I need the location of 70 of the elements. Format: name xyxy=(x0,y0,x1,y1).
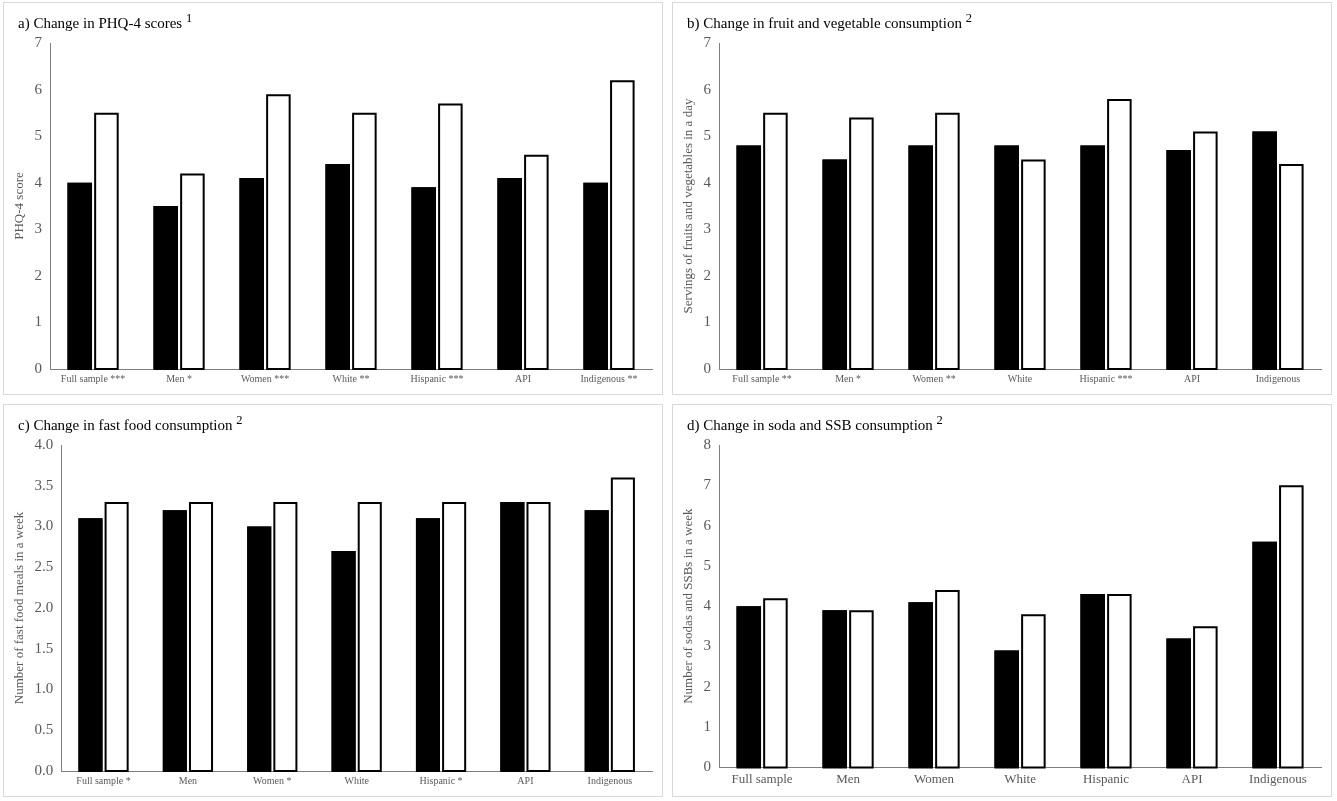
x-tick-label: Men xyxy=(178,774,198,786)
x-tick-label: Hispanic *** xyxy=(410,372,464,384)
x-tick-label: Women xyxy=(914,770,955,786)
x-tick-label: Men * xyxy=(835,372,861,384)
y-tick-label: 1 xyxy=(703,313,712,330)
x-tick-label: Hispanic * xyxy=(419,774,463,786)
y-tick-label: 0 xyxy=(703,758,712,775)
x-tick-label: Hispanic xyxy=(1082,770,1130,786)
y-tick-label: 3 xyxy=(703,220,712,237)
y-tick-label: 3.5 xyxy=(34,476,54,493)
chart-title: d) Change in soda and SSB consumption $^{2}$ xyxy=(687,413,943,434)
y-tick-label: 0 xyxy=(34,359,43,376)
y-tick-label: 5 xyxy=(703,127,712,144)
y-tick-label: 1.0 xyxy=(34,680,54,697)
y-tick-label: 6 xyxy=(34,80,43,97)
y-axis-title: Number of sodas and SSBs in a week xyxy=(680,508,696,704)
y-tick-label: 6 xyxy=(703,80,712,97)
x-tick-label: Men * xyxy=(166,372,192,384)
y-tick-label: 5 xyxy=(703,556,712,573)
y-tick-label: 3 xyxy=(703,637,712,654)
y-tick-label: 5 xyxy=(34,127,43,144)
x-tick-label: API xyxy=(1183,372,1201,384)
y-tick-label: 0.5 xyxy=(34,721,54,738)
x-tick-label: Full sample xyxy=(731,770,793,786)
y-tick-label: 6 xyxy=(703,516,712,533)
y-tick-label: 1.5 xyxy=(34,639,54,656)
y-tick-label: 3 xyxy=(34,220,43,237)
y-tick-label: 0.0 xyxy=(34,761,54,778)
y-tick-label: 7 xyxy=(34,33,43,50)
x-tick-label: Indigenous xyxy=(1255,372,1301,384)
x-tick-label: API xyxy=(1181,770,1203,786)
x-tick-label: Full sample ** xyxy=(732,372,792,384)
y-tick-label: 2 xyxy=(703,266,712,283)
x-tick-label: Men xyxy=(836,770,861,786)
x-tick-label: Indigenous xyxy=(1249,770,1307,786)
y-tick-label: 8 xyxy=(703,435,712,452)
x-tick-label: White xyxy=(1004,770,1037,786)
chart-title: a) Change in PHQ-4 scores $^{1}$ xyxy=(18,11,193,32)
x-tick-label: Indigenous xyxy=(587,774,633,786)
y-tick-label: 3.0 xyxy=(34,517,54,534)
x-tick-label: White ** xyxy=(332,372,370,384)
y-tick-label: 1 xyxy=(703,718,712,735)
y-tick-label: 4 xyxy=(703,173,712,190)
y-tick-label: 2 xyxy=(703,677,712,694)
y-tick-label: 0 xyxy=(703,359,712,376)
chart-title: c) Change in fast food consumption $^{2}$ xyxy=(18,413,243,434)
x-tick-label: Full sample * xyxy=(76,774,131,786)
x-tick-label: Women *** xyxy=(240,372,290,384)
y-tick-label: 7 xyxy=(703,476,712,493)
x-tick-label: Hispanic *** xyxy=(1079,372,1133,384)
chart-title: b) Change in fruit and vegetable consumption $^{2}$ xyxy=(687,11,972,32)
x-tick-label: API xyxy=(514,372,532,384)
y-tick-label: 2.5 xyxy=(34,558,54,575)
y-tick-label: 1 xyxy=(34,313,43,330)
x-tick-label: Indigenous ** xyxy=(580,372,638,384)
y-tick-label: 2 xyxy=(34,266,43,283)
y-axis-title: Number of fast food meals in a week xyxy=(11,511,27,705)
y-tick-label: 2.0 xyxy=(34,598,54,615)
x-tick-label: Women ** xyxy=(912,372,956,384)
y-tick-label: 4 xyxy=(34,173,43,190)
x-tick-label: Full sample *** xyxy=(60,372,126,384)
x-tick-label: White xyxy=(344,774,370,786)
x-tick-label: Women * xyxy=(253,774,292,786)
x-tick-label: White xyxy=(1007,372,1033,384)
y-tick-label: 7 xyxy=(703,33,712,50)
y-tick-label: 4 xyxy=(703,597,712,614)
y-tick-label: 4.0 xyxy=(34,435,54,452)
y-axis-title: PHQ-4 score xyxy=(11,172,27,240)
y-axis-title: Servings of fruits and vegetables in a day xyxy=(680,98,696,314)
x-tick-label: API xyxy=(517,774,534,786)
